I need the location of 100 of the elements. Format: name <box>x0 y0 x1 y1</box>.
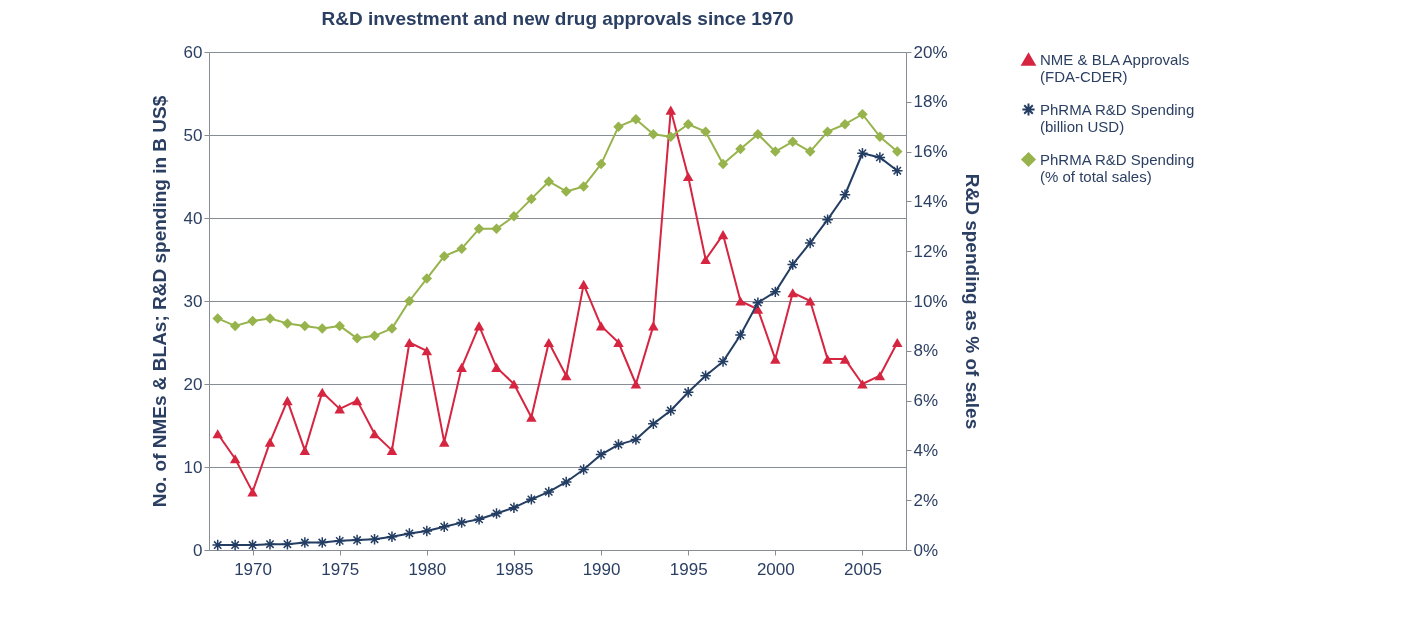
point <box>892 146 903 157</box>
y-axis-title: No. of NMEs & BLAs; R&D spending in B US$ <box>148 95 170 508</box>
point <box>595 448 608 461</box>
point <box>333 534 346 547</box>
point <box>577 463 590 476</box>
point <box>856 147 869 160</box>
point <box>455 516 468 529</box>
point <box>212 429 223 439</box>
point <box>595 158 607 170</box>
point <box>281 538 294 551</box>
point <box>822 354 833 364</box>
point <box>507 501 520 514</box>
point <box>717 230 729 240</box>
legend-label: PhRMA R&D Spending (billion USD) <box>1040 100 1195 135</box>
point <box>874 371 886 381</box>
point <box>491 362 502 372</box>
point <box>263 538 276 551</box>
y-tick-label: 50 <box>183 125 203 145</box>
point <box>526 412 537 422</box>
point <box>229 454 241 464</box>
point <box>385 530 398 543</box>
y2-tick-label: 10% <box>913 291 948 311</box>
x-tick-label: 2005 <box>844 559 882 579</box>
point <box>804 236 817 249</box>
point <box>699 369 712 382</box>
point <box>351 534 364 547</box>
y2-tick-label: 16% <box>913 142 948 162</box>
point <box>735 296 746 306</box>
point <box>665 105 677 115</box>
y-tick-label: 40 <box>183 208 203 228</box>
point <box>525 493 538 506</box>
point <box>369 330 380 342</box>
point <box>508 379 520 389</box>
point <box>700 126 711 137</box>
point <box>648 128 659 140</box>
x-tick-label: 1975 <box>321 559 360 579</box>
x-tick-label: 1980 <box>408 559 447 579</box>
point <box>857 379 868 389</box>
x-tick-label: 2000 <box>756 559 795 579</box>
point <box>316 536 329 549</box>
point <box>682 171 694 182</box>
point <box>351 333 363 344</box>
point <box>873 151 886 164</box>
point <box>386 323 398 334</box>
point <box>874 131 886 142</box>
point <box>543 176 555 187</box>
point <box>491 223 502 235</box>
y-tick-label: 0 <box>193 540 203 560</box>
point <box>717 158 729 170</box>
point <box>247 487 258 497</box>
point <box>282 396 293 406</box>
y-tick-label: 30 <box>183 291 203 311</box>
point <box>735 143 746 155</box>
y2-tick-label: 8% <box>913 341 939 361</box>
point <box>334 320 345 332</box>
point <box>526 193 537 205</box>
point <box>298 536 311 549</box>
x-tick-label: 1985 <box>495 559 534 579</box>
point <box>787 136 798 147</box>
point <box>804 146 816 157</box>
point <box>682 386 695 399</box>
point <box>821 213 834 226</box>
point <box>665 131 677 142</box>
y-tick-label: 10 <box>183 457 203 477</box>
point <box>212 313 223 324</box>
point <box>613 121 624 132</box>
chart-title: R&D investment and new drug approvals since 1970 <box>321 8 794 29</box>
point <box>473 223 485 235</box>
legend-label: PhRMA R&D Spending (% of total sales) <box>1040 150 1195 185</box>
x-tick-label: 1990 <box>582 559 621 579</box>
point <box>247 315 258 327</box>
point <box>421 273 433 284</box>
y2-tick-label: 14% <box>913 191 948 211</box>
point <box>629 433 642 446</box>
legend-label: NME & BLA Approvals (FDA-CDER) <box>1040 50 1190 85</box>
point <box>560 371 572 381</box>
point <box>578 279 589 289</box>
point <box>647 417 660 430</box>
point <box>595 321 607 331</box>
point <box>299 320 311 332</box>
point <box>404 337 415 348</box>
point <box>456 362 467 372</box>
point <box>857 109 868 120</box>
point <box>578 181 589 192</box>
point <box>317 323 328 334</box>
point <box>752 128 764 140</box>
point <box>892 337 903 348</box>
point <box>891 164 904 177</box>
y-tick-label: 20 <box>183 374 203 394</box>
point <box>613 337 624 348</box>
point <box>700 254 711 265</box>
point <box>839 188 852 201</box>
point <box>229 320 241 332</box>
point <box>317 387 328 397</box>
point <box>351 396 363 406</box>
point <box>490 507 503 520</box>
point <box>682 118 694 130</box>
point <box>282 318 293 329</box>
point <box>438 250 450 262</box>
point <box>473 513 486 526</box>
